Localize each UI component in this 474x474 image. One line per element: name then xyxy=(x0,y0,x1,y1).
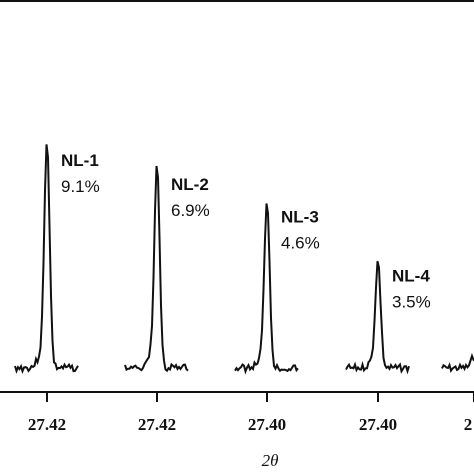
peak-trace xyxy=(441,353,474,374)
ticks-group: 27.42 27.42 27.40 27.40 2 xyxy=(28,392,474,434)
peak-trace xyxy=(14,144,79,375)
peaks-group xyxy=(14,144,474,375)
series-name-label: NL-1 xyxy=(61,151,99,170)
x-tick-label: 27.40 xyxy=(359,415,397,434)
peak-trace xyxy=(345,260,410,375)
x-axis-title: 2θ xyxy=(262,451,279,470)
series-percent-label: 4.6% xyxy=(281,234,320,253)
series-percent-label: 9.1% xyxy=(61,177,100,196)
series-percent-label: 6.9% xyxy=(171,201,210,220)
series-name-label: NL-4 xyxy=(392,267,430,286)
x-tick-label: 2 xyxy=(464,415,473,434)
x-tick-label: 27.42 xyxy=(138,415,176,434)
labels-group: NL-1 9.1% NL-2 6.9% NL-3 4.6% NL-4 3.5% xyxy=(61,151,431,312)
series-name-label: NL-3 xyxy=(281,208,319,227)
x-tick-label: 27.40 xyxy=(248,415,286,434)
x-tick-label: 27.42 xyxy=(28,415,66,434)
peak-trace xyxy=(124,165,189,373)
series-percent-label: 3.5% xyxy=(392,293,431,312)
peak-trace xyxy=(234,203,299,375)
series-name-label: NL-2 xyxy=(171,175,209,194)
